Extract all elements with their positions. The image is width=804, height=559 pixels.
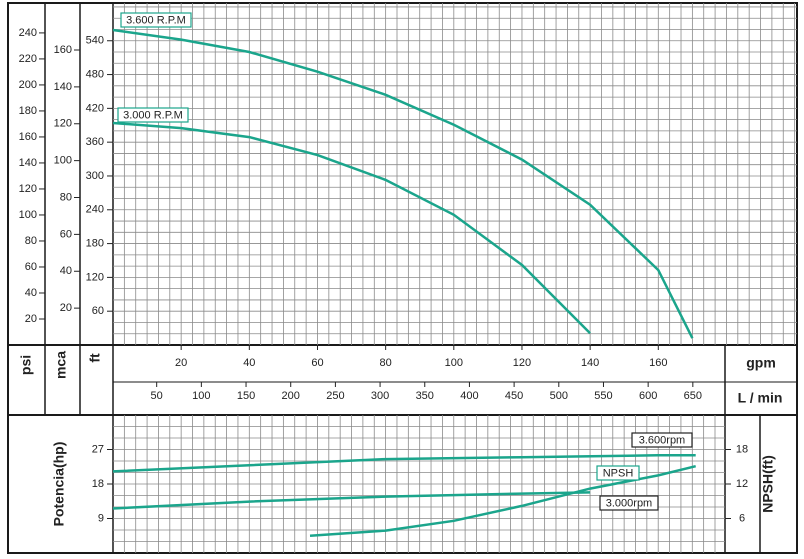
y-tick-label: 180 — [86, 237, 104, 249]
x2-tick-label: 450 — [505, 390, 523, 402]
psi-tick-label: 20 — [25, 313, 37, 325]
curve-label: 3.000rpm — [606, 497, 652, 509]
mca-tick-label: 160 — [54, 44, 72, 56]
curve-label: NPSH — [603, 467, 634, 479]
curve — [309, 464, 696, 538]
y-tick-label: 9 — [98, 512, 104, 524]
psi-tick-label: 100 — [19, 209, 37, 221]
y-tick-label: 300 — [86, 170, 104, 182]
mca-tick-label: 80 — [60, 191, 72, 203]
x-tick-label: 80 — [380, 357, 392, 369]
x2-tick-label: 150 — [237, 390, 255, 402]
psi-tick-label: 140 — [19, 157, 37, 169]
axis-label: L / min — [738, 390, 783, 406]
axis-label: ft — [87, 353, 103, 363]
axis-label: Potencia(hp) — [51, 442, 67, 527]
mca-tick-label: 60 — [60, 228, 72, 240]
axis-label: mca — [53, 351, 69, 379]
y2-tick-label: 18 — [736, 443, 748, 455]
curve-label-box — [596, 465, 640, 481]
x-tick-label: 60 — [311, 357, 323, 369]
y2-tick-label: 6 — [739, 512, 745, 524]
x-tick-label: 160 — [649, 357, 667, 369]
mca-tick-label: 40 — [60, 265, 72, 277]
y2-tick-label: 12 — [736, 478, 748, 490]
psi-tick-label: 220 — [19, 53, 37, 65]
y-tick-label: 120 — [86, 271, 104, 283]
x-tick-label: 120 — [513, 357, 531, 369]
curve-label-box — [117, 107, 189, 123]
psi-tick-label: 60 — [25, 261, 37, 273]
curve-label-box — [120, 12, 192, 28]
psi-tick-label: 80 — [25, 235, 37, 247]
curves — [112, 28, 696, 538]
y-tick-label: 360 — [86, 136, 104, 148]
curve-label-box — [631, 432, 693, 448]
x2-tick-label: 600 — [639, 390, 657, 402]
curve — [112, 454, 696, 473]
curve — [112, 491, 591, 510]
axis-label: gpm — [746, 355, 776, 371]
y-tick-label: 480 — [86, 68, 104, 80]
psi-tick-label: 240 — [19, 27, 37, 39]
y-tick-label: 540 — [86, 35, 104, 47]
mca-tick-label: 20 — [60, 302, 72, 314]
x-tick-label: 100 — [445, 357, 463, 369]
frame — [7, 2, 798, 554]
x2-tick-label: 650 — [684, 390, 702, 402]
curve-label-box — [599, 495, 659, 511]
x2-tick-label: 550 — [594, 390, 612, 402]
x2-tick-label: 500 — [550, 390, 568, 402]
psi-tick-label: 200 — [19, 79, 37, 91]
axis-label: NPSH(ft) — [760, 455, 776, 513]
x2-tick-label: 250 — [326, 390, 344, 402]
curve-label: 3.600rpm — [639, 434, 685, 446]
curve — [112, 28, 694, 339]
curve — [112, 121, 591, 335]
y-tick-label: 420 — [86, 102, 104, 114]
x-tick-label: 140 — [581, 357, 599, 369]
x2-tick-label: 100 — [192, 390, 210, 402]
grid — [113, 3, 797, 553]
curve-label: 3.000 R.P.M — [123, 109, 183, 121]
x2-tick-label: 350 — [416, 390, 434, 402]
x2-tick-label: 400 — [460, 390, 478, 402]
x2-tick-label: 300 — [371, 390, 389, 402]
mca-tick-label: 100 — [54, 155, 72, 167]
psi-tick-label: 120 — [19, 183, 37, 195]
y-tick-label: 60 — [92, 305, 104, 317]
axis-label: psi — [18, 355, 34, 375]
y-tick-label: 240 — [86, 204, 104, 216]
curve-label: 3.600 R.P.M — [126, 14, 186, 26]
psi-tick-label: 180 — [19, 105, 37, 117]
mca-tick-label: 140 — [54, 81, 72, 93]
psi-tick-label: 160 — [19, 131, 37, 143]
y-tick-label: 18 — [92, 478, 104, 490]
x2-tick-label: 200 — [282, 390, 300, 402]
y-tick-label: 27 — [92, 443, 104, 455]
psi-tick-label: 40 — [25, 287, 37, 299]
x-tick-label: 40 — [243, 357, 255, 369]
mca-tick-label: 120 — [54, 118, 72, 130]
x-tick-label: 20 — [175, 357, 187, 369]
x2-tick-label: 50 — [151, 390, 163, 402]
